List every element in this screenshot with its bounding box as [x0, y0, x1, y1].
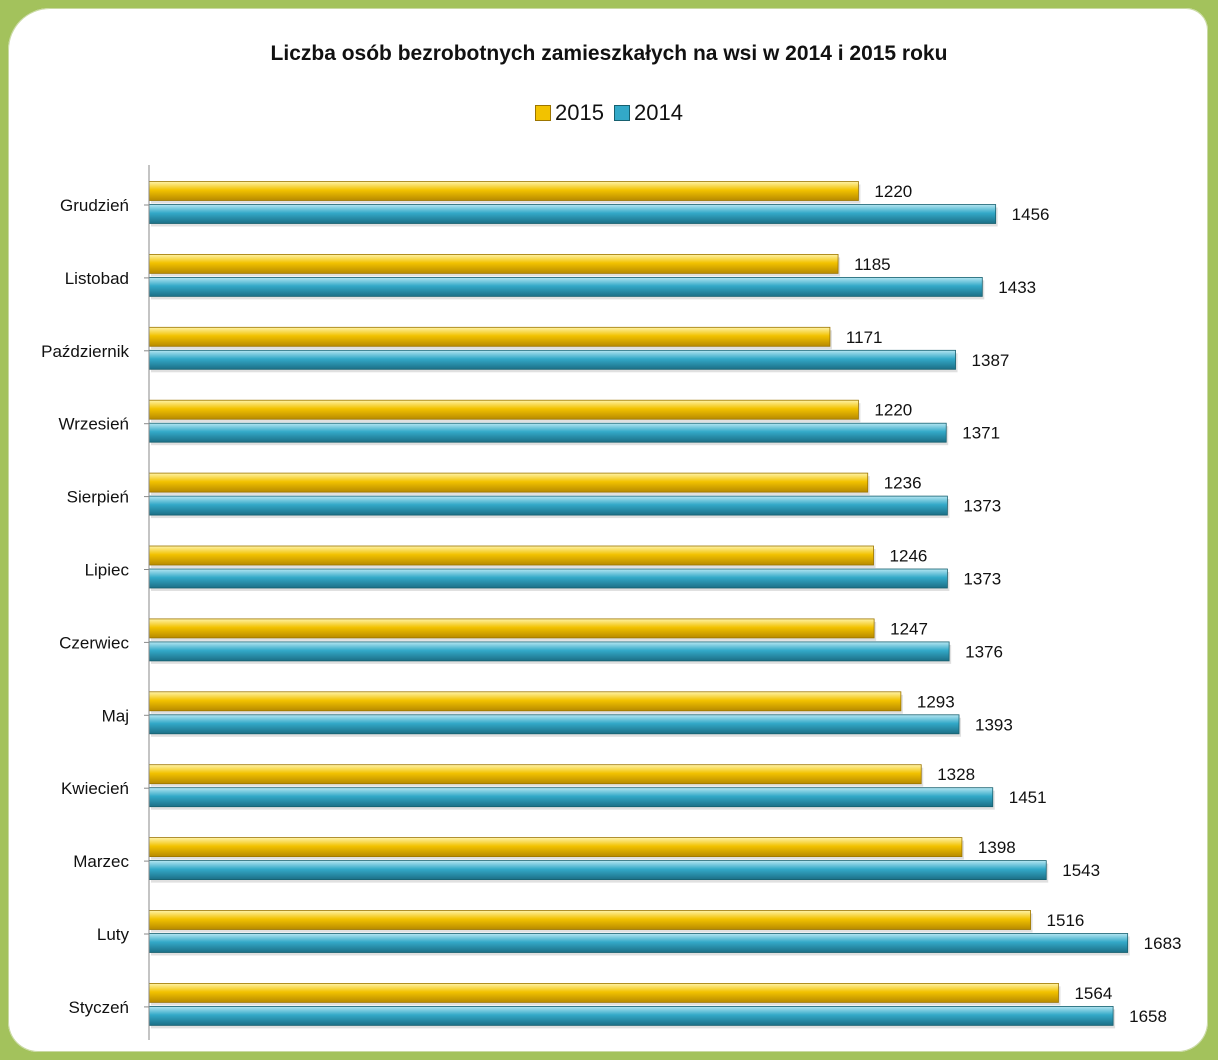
- data-label-2015: 1328: [937, 765, 975, 784]
- category-label: Sierpień: [67, 488, 129, 507]
- category-label: Listobad: [65, 269, 129, 288]
- chart-title: Liczba osób bezrobotnych zamieszkałych n…: [270, 42, 948, 65]
- data-label-2014: 1373: [963, 570, 1001, 589]
- bar-2014-październik: [148, 349, 956, 370]
- legend-swatch-2014: [614, 105, 630, 121]
- legend-swatch-2015: [535, 105, 552, 121]
- bar-2014-styczeń: [148, 1006, 1114, 1026]
- data-label-2015: 1293: [917, 692, 955, 711]
- bar-2014-wrzesień: [148, 422, 947, 443]
- legend-label-2015: 2015: [555, 100, 604, 125]
- category-label: Październik: [41, 342, 129, 361]
- category-label: Grudzień: [60, 196, 129, 215]
- category-label: Wrzesień: [58, 415, 129, 434]
- data-label-2014: 1683: [1144, 934, 1182, 953]
- data-label-2015: 1220: [874, 401, 912, 420]
- data-label-2015: 1398: [978, 838, 1016, 857]
- category-label: Styczeń: [69, 998, 129, 1017]
- data-label-2015: 1220: [874, 182, 912, 201]
- bar-2014-maj: [148, 714, 960, 735]
- category-label: Maj: [102, 706, 129, 725]
- bar-2014-sierpień: [148, 495, 948, 516]
- bar-2014-lipiec: [148, 568, 948, 589]
- data-label-2015: 1171: [846, 328, 883, 347]
- data-label-2014: 1373: [963, 497, 1001, 516]
- data-label-2014: 1658: [1129, 1007, 1167, 1026]
- data-label-2014: 1376: [965, 642, 1003, 661]
- bar-2015-grudzień: [148, 181, 859, 201]
- bar-2015-kwiecień: [148, 764, 922, 785]
- data-label-2015: 1246: [890, 547, 928, 566]
- bar-2015-wrzesień: [148, 399, 859, 420]
- bar-2015-maj: [148, 691, 902, 712]
- category-label: Lipiec: [85, 561, 130, 580]
- bar-2014-kwiecień: [148, 787, 994, 808]
- category-label: Czerwiec: [59, 633, 129, 652]
- category-label: Kwiecień: [61, 779, 129, 798]
- bar-2015-październik: [148, 326, 831, 347]
- data-label-2014: 1387: [972, 351, 1010, 370]
- data-label-2015: 1185: [854, 255, 891, 274]
- data-label-2014: 1393: [975, 715, 1013, 734]
- bar-2015-marzec: [148, 837, 963, 857]
- data-label-2015: 1516: [1047, 911, 1085, 930]
- bar-2015-listobad: [148, 253, 839, 274]
- bar-2014-marzec: [148, 860, 1047, 880]
- data-label-2015: 1236: [884, 474, 922, 493]
- bar-2015-lipiec: [148, 545, 874, 566]
- bar-2015-styczeń: [148, 983, 1059, 1003]
- data-label-2014: 1433: [998, 278, 1036, 297]
- data-label-2014: 1543: [1062, 861, 1100, 880]
- bar-2015-sierpień: [148, 472, 869, 493]
- legend-item-2015: 2015: [535, 100, 604, 126]
- bar-2014-grudzień: [148, 204, 997, 224]
- data-label-2015: 1247: [890, 619, 928, 638]
- bar-2015-czerwiec: [148, 618, 875, 639]
- category-label: Luty: [97, 925, 130, 944]
- data-label-2014: 1451: [1009, 788, 1047, 807]
- legend-label-2014: 2014: [634, 100, 683, 125]
- bar-2014-czerwiec: [148, 641, 950, 662]
- bar-2015-luty: [148, 910, 1031, 930]
- category-label: Marzec: [73, 852, 129, 871]
- data-label-2014: 1456: [1012, 205, 1050, 224]
- bar-2014-luty: [148, 933, 1129, 953]
- legend-item-2014: 2014: [614, 100, 683, 126]
- data-label-2015: 1564: [1074, 984, 1112, 1003]
- data-label-2014: 1371: [962, 424, 1000, 443]
- bar-2014-listobad: [148, 276, 983, 297]
- legend: 2015 2014: [0, 100, 1218, 126]
